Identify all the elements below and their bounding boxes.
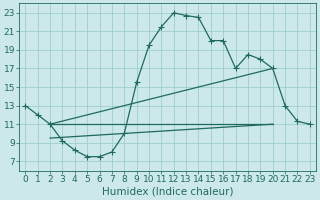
- X-axis label: Humidex (Indice chaleur): Humidex (Indice chaleur): [102, 187, 233, 197]
